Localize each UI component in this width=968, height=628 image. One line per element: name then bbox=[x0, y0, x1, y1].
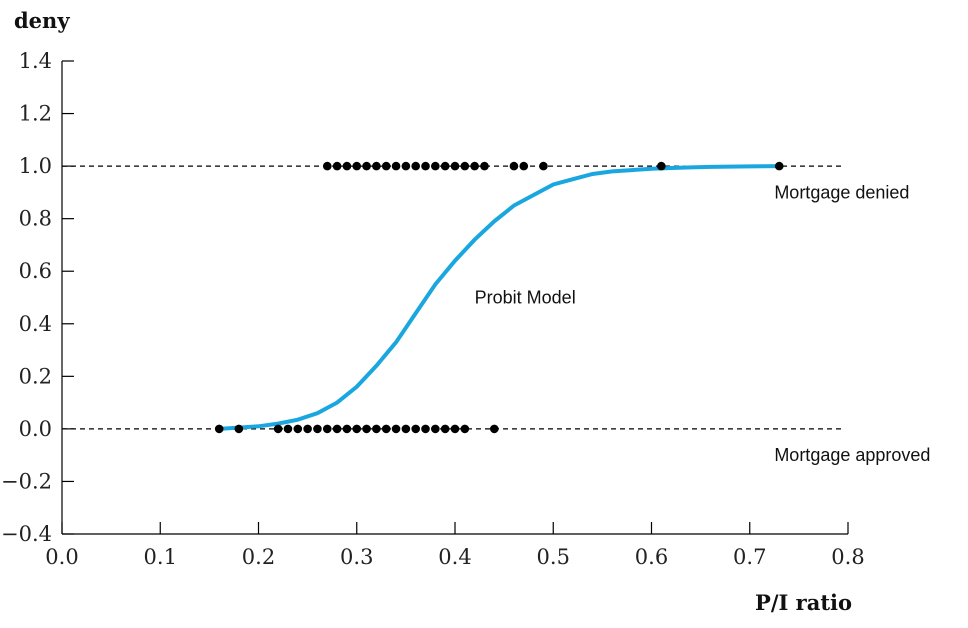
approved-point bbox=[372, 424, 381, 434]
approved-point bbox=[313, 424, 322, 434]
approved-point bbox=[214, 424, 224, 434]
approved-point bbox=[490, 424, 499, 434]
x-axis-title: P/I ratio bbox=[755, 590, 852, 615]
approved-point bbox=[362, 424, 371, 434]
denied-point bbox=[460, 161, 470, 171]
denied-point bbox=[401, 161, 411, 171]
approved-point bbox=[322, 424, 332, 434]
denied-point bbox=[362, 161, 371, 171]
mortgage-denied-label: Mortgage denied bbox=[774, 182, 909, 202]
approved-point bbox=[303, 424, 312, 434]
denied-point bbox=[470, 161, 479, 171]
x-tick-label: 0.4 bbox=[438, 545, 471, 569]
approved-point bbox=[450, 424, 460, 434]
denied-point bbox=[342, 161, 352, 171]
y-axis-title: deny bbox=[14, 8, 70, 33]
x-tick-label: 0.6 bbox=[635, 545, 668, 569]
denied-point bbox=[480, 161, 489, 171]
approved-point bbox=[431, 424, 440, 434]
denied-point bbox=[539, 161, 548, 171]
approved-point bbox=[391, 424, 401, 434]
denied-point bbox=[411, 161, 421, 171]
y-tick-label: 1.2 bbox=[19, 102, 52, 126]
reference-lines bbox=[62, 165, 843, 430]
approved-point bbox=[421, 424, 430, 434]
denied-point bbox=[774, 161, 784, 171]
mortgage-approved-label: Mortgage approved bbox=[774, 445, 930, 465]
denied-point bbox=[372, 161, 381, 171]
y-tick-label: −0.2 bbox=[1, 469, 52, 493]
approved-point bbox=[411, 424, 421, 434]
denied-point bbox=[509, 161, 519, 171]
probit-curve bbox=[217, 164, 782, 431]
x-tick-label: 0.5 bbox=[537, 545, 570, 569]
approved-point bbox=[332, 424, 342, 434]
denied-point bbox=[381, 161, 391, 171]
y-tick-label: 1.0 bbox=[19, 154, 52, 178]
approved-point bbox=[283, 424, 293, 434]
denied-point bbox=[421, 161, 430, 171]
y-tick-label: 0.6 bbox=[19, 259, 52, 283]
denied-point bbox=[352, 161, 362, 171]
x-tick-label: 0.2 bbox=[242, 545, 275, 569]
y-tick-label: 1.4 bbox=[19, 49, 52, 73]
y-tick-label: −0.4 bbox=[1, 522, 52, 546]
approved-point bbox=[342, 424, 352, 434]
denied-point bbox=[391, 161, 401, 171]
denied-point bbox=[440, 161, 450, 171]
curve-layer bbox=[217, 164, 782, 431]
denied-point bbox=[431, 161, 440, 171]
y-tick-label: 0.0 bbox=[19, 417, 52, 441]
approved-point bbox=[381, 424, 391, 434]
denied-point bbox=[332, 161, 342, 171]
denied-point bbox=[322, 161, 332, 171]
approved-point bbox=[460, 424, 470, 434]
y-tick-label: 0.2 bbox=[19, 364, 52, 388]
y-tick-label: 0.8 bbox=[19, 207, 52, 231]
approved-point bbox=[352, 424, 362, 434]
denied-point bbox=[657, 161, 666, 171]
probit-model-label: Probit Model bbox=[475, 288, 576, 308]
approved-point bbox=[293, 424, 303, 434]
labels: Probit Model Mortgage denied Mortgage appr… bbox=[475, 182, 931, 465]
x-tick-label: 0.1 bbox=[144, 545, 177, 569]
x-tick-label: 0.3 bbox=[340, 545, 373, 569]
denied-point bbox=[519, 161, 529, 171]
approved-point bbox=[401, 424, 411, 434]
denied-point bbox=[450, 161, 460, 171]
data-points bbox=[214, 161, 784, 434]
y-tick-label: 0.4 bbox=[19, 312, 52, 336]
approved-point bbox=[440, 424, 450, 434]
x-tick-label: 0.0 bbox=[45, 545, 78, 569]
x-tick-label: 0.7 bbox=[733, 545, 766, 569]
x-tick-label: 0.8 bbox=[831, 545, 864, 569]
axes: 0.0 0.1 0.2 0.3 0.4 0.5 0.6 0.7 0.8 1.4 1.2 1.0 0.8 0… bbox=[1, 8, 865, 615]
approved-point bbox=[273, 424, 283, 434]
approved-point bbox=[234, 424, 244, 434]
